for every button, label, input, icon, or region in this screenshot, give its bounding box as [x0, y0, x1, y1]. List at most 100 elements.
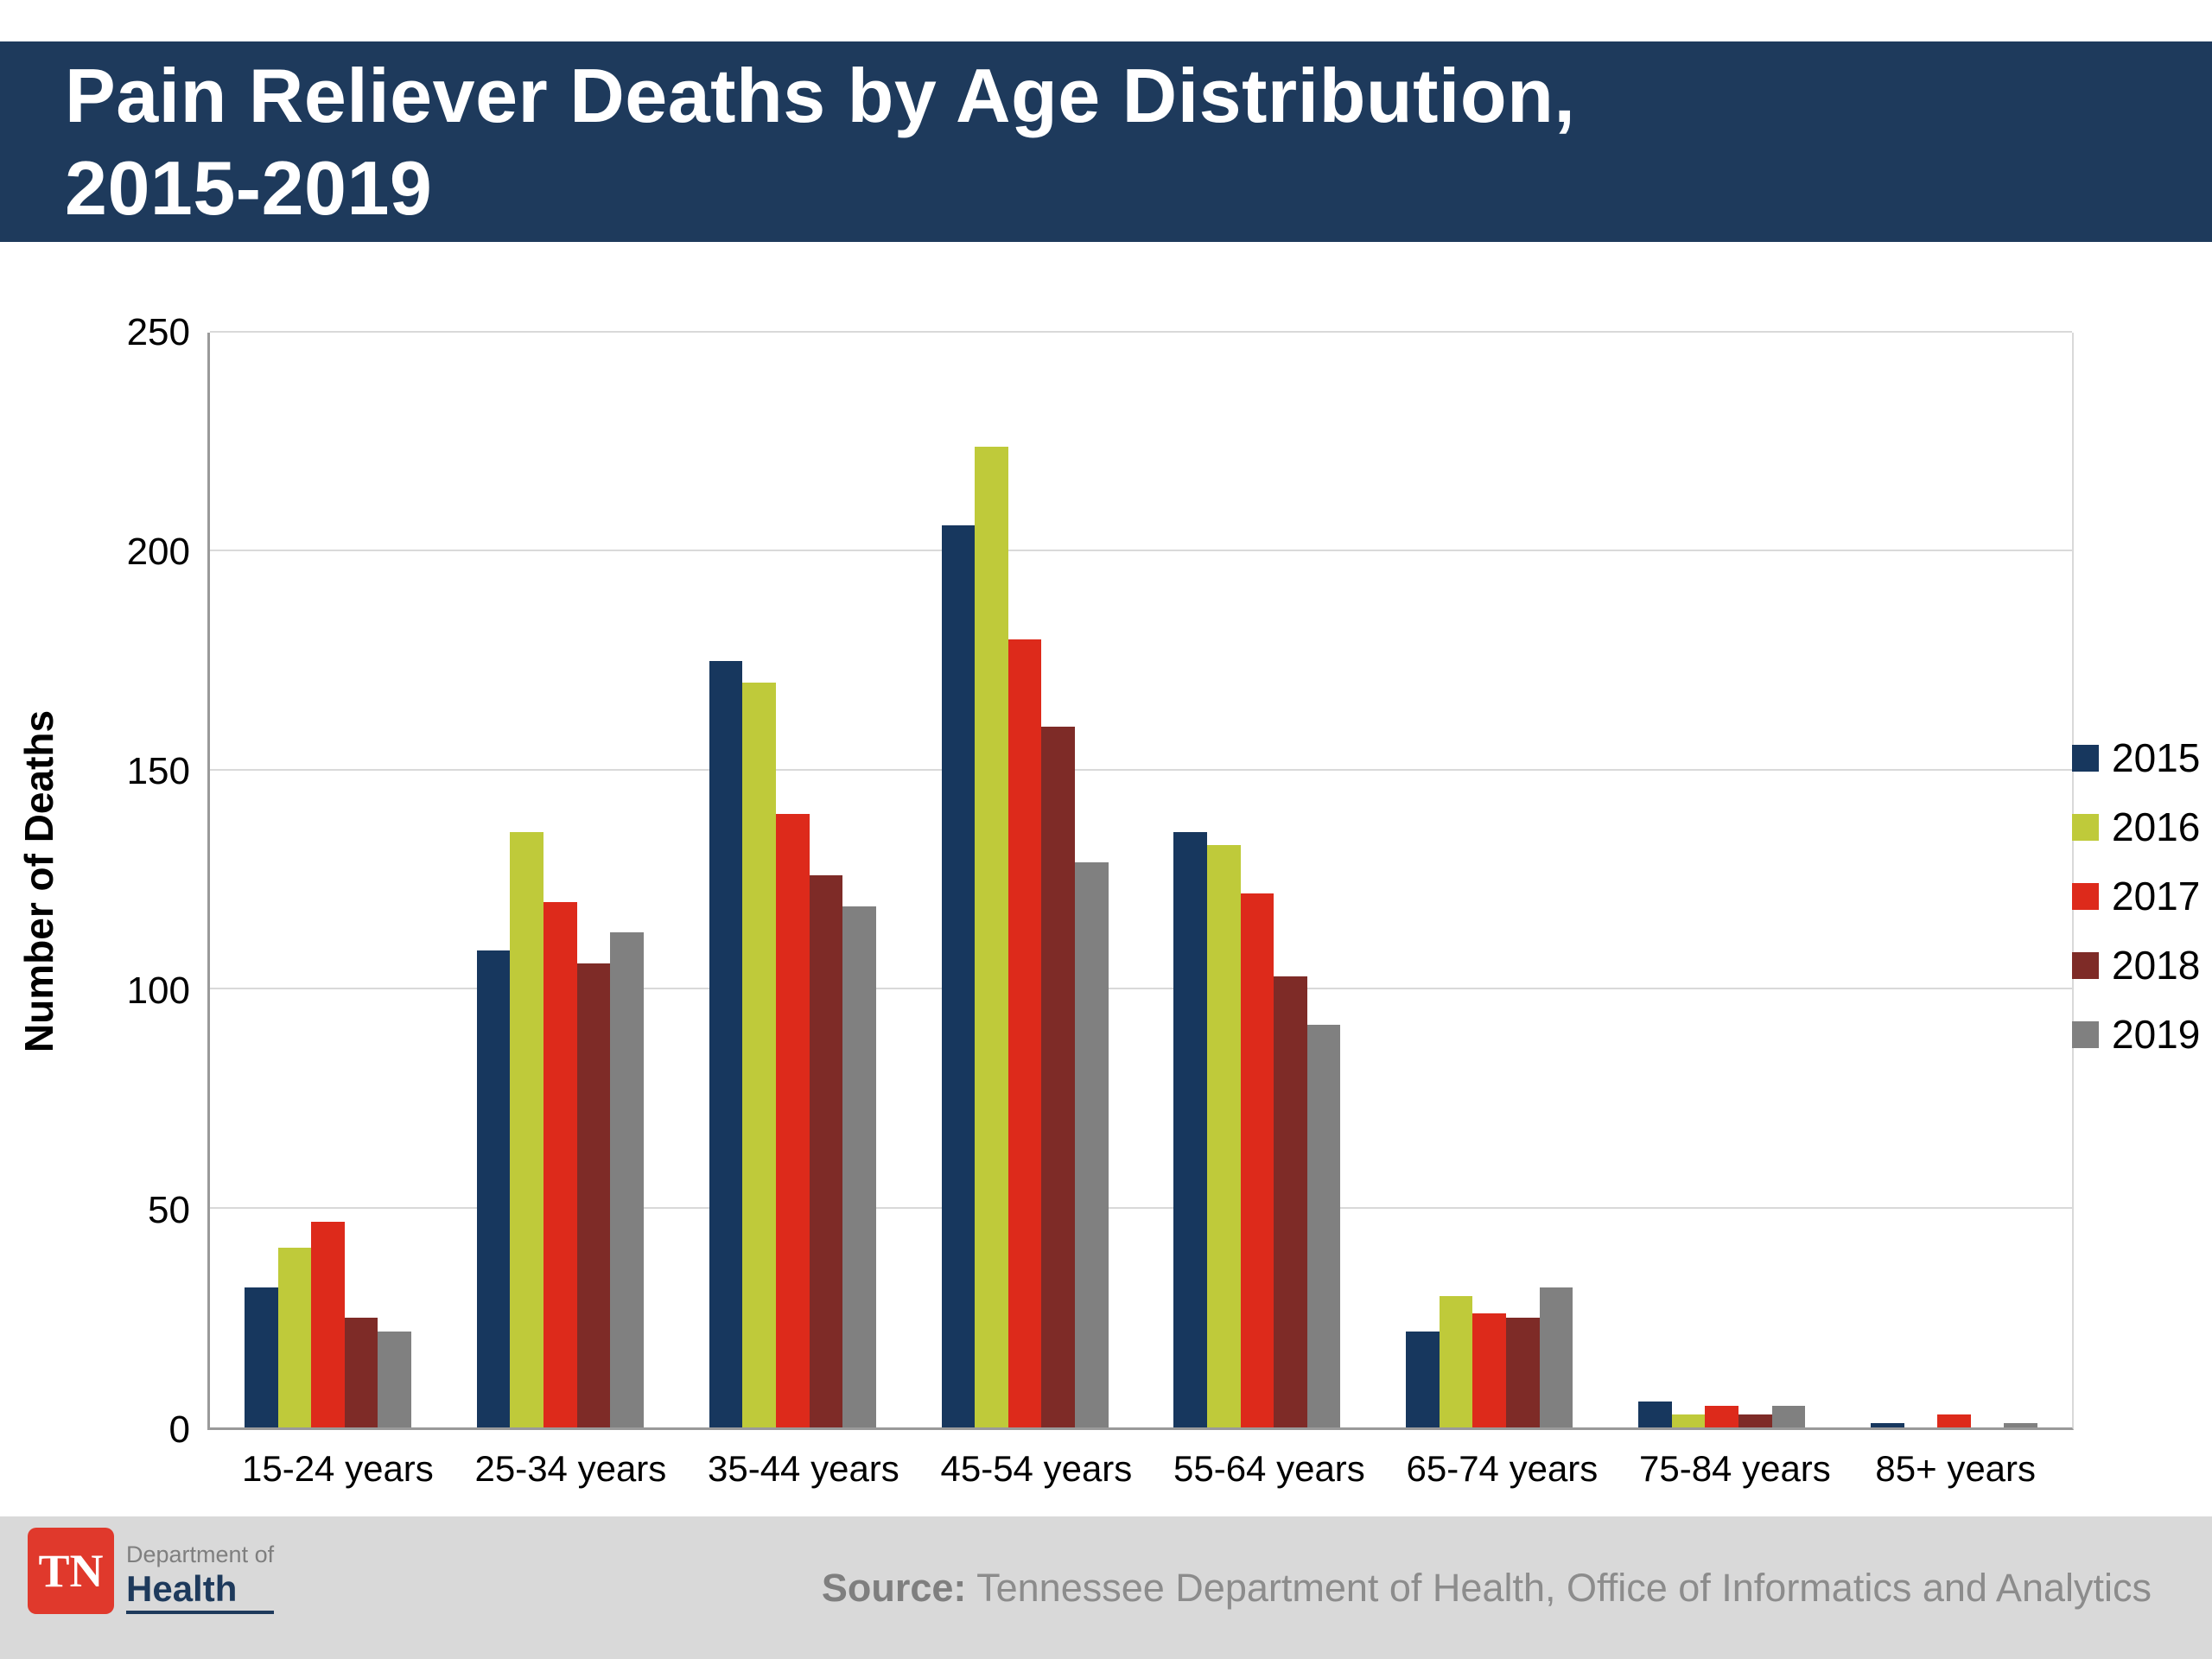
bar-2015-25-34-years — [476, 950, 511, 1427]
bar-2018-25-34-years — [576, 963, 611, 1427]
bar-2017-85+-years — [1937, 1414, 1971, 1427]
plot-area — [207, 331, 2074, 1430]
bar-group-25-34-years — [476, 333, 644, 1427]
bar-2016-65-74-years — [1439, 1295, 1473, 1427]
bar-2016-45-54-years — [975, 446, 1008, 1427]
legend-swatch-2016 — [2072, 813, 2099, 841]
bar-2018-75-84-years — [1738, 1414, 1772, 1427]
bar-2019-85+-years — [2004, 1422, 2037, 1427]
bar-groups — [210, 333, 2072, 1427]
bar-2018-65-74-years — [1506, 1318, 1540, 1427]
bar-2017-25-34-years — [543, 901, 577, 1427]
page-title-line2: 2015-2019 — [65, 145, 433, 231]
bar-2018-55-64-years — [1274, 976, 1307, 1427]
x-tick-label-55-64-years: 55-64 years — [1173, 1448, 1365, 1489]
legend-label-2019: 2019 — [2112, 1012, 2201, 1057]
y-tick-label-250: 250 — [126, 311, 190, 353]
gridline-50 — [210, 1206, 2072, 1209]
bar-group-85+-years — [1871, 333, 2037, 1427]
y-tick-label-0: 0 — [168, 1408, 190, 1451]
legend-item-2018: 2018 — [2072, 942, 2200, 988]
bar-group-35-44-years — [709, 333, 876, 1427]
legend: 2015 2016 2017 2018 2019 — [2072, 734, 2200, 1058]
bar-2015-75-84-years — [1638, 1401, 1672, 1427]
x-tick-label-75-84-years: 75-84 years — [1639, 1448, 1831, 1489]
bar-2017-65-74-years — [1472, 1313, 1507, 1427]
x-axis-tick-labels: 15-24 years 25-34 years 35-44 years 45-54 y… — [207, 1448, 2074, 1490]
bar-2019-45-54-years — [1074, 862, 1109, 1427]
bar-2016-55-64-years — [1207, 844, 1241, 1427]
bar-2019-15-24-years — [378, 1331, 411, 1427]
bar-2017-45-54-years — [1007, 639, 1042, 1427]
y-tick-label-150: 150 — [126, 750, 190, 792]
bar-2019-35-44-years — [842, 906, 876, 1427]
bar-2016-75-84-years — [1671, 1414, 1706, 1427]
bar-group-65-74-years — [1406, 333, 1573, 1427]
source-value: Tennessee Department of Health, Office o… — [976, 1565, 2152, 1610]
gridline-200 — [210, 550, 2072, 552]
legend-swatch-2018 — [2072, 951, 2099, 979]
bar-2017-15-24-years — [311, 1221, 345, 1427]
bar-2015-15-24-years — [245, 1287, 278, 1427]
y-tick-label-200: 200 — [126, 531, 190, 573]
legend-label-2018: 2018 — [2112, 943, 2201, 988]
gridline-100 — [210, 988, 2072, 990]
bar-2017-35-44-years — [775, 814, 810, 1427]
x-tick-label-65-74-years: 65-74 years — [1406, 1448, 1599, 1489]
bar-group-15-24-years — [245, 333, 411, 1427]
legend-swatch-2019 — [2072, 1020, 2099, 1048]
page-title-line1: Pain Reliever Deaths by Age Distribution… — [65, 52, 1576, 138]
tn-logo-text: Department of Health — [126, 1541, 275, 1614]
bar-2017-75-84-years — [1705, 1405, 1738, 1427]
legend-label-2017: 2017 — [2112, 874, 2201, 918]
bar-2017-55-64-years — [1240, 893, 1274, 1427]
bar-group-55-64-years — [1173, 333, 1341, 1427]
legend-swatch-2017 — [2072, 882, 2099, 910]
footer: TN Department of Health Source: Tennesse… — [0, 1516, 2212, 1659]
bar-2019-65-74-years — [1539, 1287, 1573, 1427]
legend-item-2016: 2016 — [2072, 804, 2200, 850]
bar-2016-35-44-years — [742, 683, 776, 1427]
x-tick-label-25-34-years: 25-34 years — [474, 1448, 667, 1489]
page-title: Pain Reliever Deaths by Age Distribution… — [0, 49, 1575, 235]
logo-department-of: Department of — [126, 1541, 275, 1568]
bar-2019-25-34-years — [610, 932, 644, 1427]
legend-label-2015: 2015 — [2112, 735, 2201, 780]
bar-2019-55-64-years — [1306, 1024, 1341, 1427]
bar-2015-55-64-years — [1173, 831, 1208, 1427]
source-label: Source: — [821, 1565, 967, 1610]
bar-group-75-84-years — [1638, 333, 1806, 1427]
bar-2019-75-84-years — [1771, 1405, 1806, 1427]
bar-2015-85+-years — [1871, 1422, 1904, 1427]
legend-item-2017: 2017 — [2072, 873, 2200, 919]
bar-2016-15-24-years — [277, 1248, 312, 1427]
legend-item-2019: 2019 — [2072, 1011, 2200, 1058]
y-tick-label-50: 50 — [148, 1189, 190, 1231]
source-text: Source: Tennessee Department of Health, … — [822, 1566, 2152, 1611]
bar-2018-35-44-years — [809, 875, 843, 1427]
gridline-250 — [210, 331, 2072, 333]
y-tick-label-100: 100 — [126, 969, 190, 1012]
tn-health-logo: TN Department of Health — [28, 1528, 275, 1614]
x-tick-label-85+-years: 85+ years — [1875, 1448, 2037, 1489]
bar-2018-45-54-years — [1041, 727, 1075, 1427]
bar-2016-25-34-years — [510, 831, 544, 1427]
bar-2015-35-44-years — [709, 661, 743, 1427]
x-tick-label-35-44-years: 35-44 years — [708, 1448, 899, 1489]
title-bar: Pain Reliever Deaths by Age Distribution… — [0, 41, 2212, 242]
x-tick-label-15-24-years: 15-24 years — [242, 1448, 434, 1489]
gridline-150 — [210, 768, 2072, 771]
y-axis-title: Number of Deaths — [16, 709, 62, 1053]
tn-logo-icon: TN — [28, 1528, 114, 1614]
legend-item-2015: 2015 — [2072, 734, 2200, 781]
y-axis-tick-labels: 0 50 100 150 200 250 — [60, 311, 190, 1451]
bar-group-45-54-years — [941, 333, 1109, 1427]
legend-swatch-2015 — [2072, 744, 2099, 772]
bar-2015-65-74-years — [1406, 1331, 1440, 1427]
bar-2018-15-24-years — [344, 1318, 378, 1427]
logo-health: Health — [126, 1567, 238, 1609]
bar-2015-45-54-years — [941, 525, 976, 1427]
legend-label-2016: 2016 — [2112, 804, 2201, 849]
x-tick-label-45-54-years: 45-54 years — [940, 1448, 1133, 1489]
